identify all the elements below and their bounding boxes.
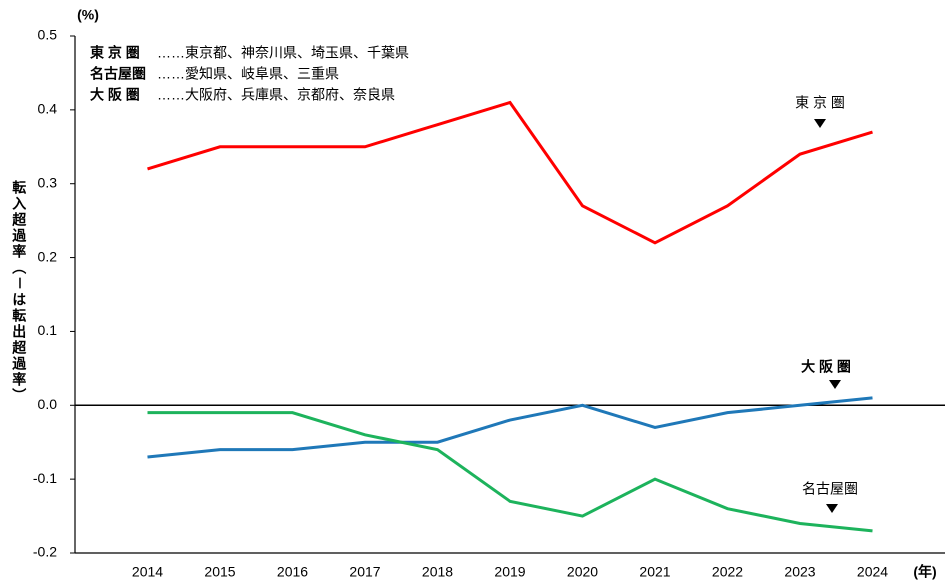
series-label: 東 京 圏 xyxy=(795,95,845,111)
y-tick-label: 0.5 xyxy=(38,27,58,43)
series-line xyxy=(147,100,873,245)
note-region: 名古屋圏 xyxy=(90,66,146,82)
note-members: ……東京都、神奈川県、埼玉県、千葉県 xyxy=(157,45,409,61)
x-tick-label: 2024 xyxy=(857,564,888,580)
y-axis-label: 転入超過率（－は転出超過率） xyxy=(11,179,27,404)
x-tick-label: 2023 xyxy=(784,564,815,580)
x-tick-label: 2017 xyxy=(349,564,380,580)
x-tick-label: 2015 xyxy=(204,564,235,580)
note-members: ……愛知県、岐阜県、三重県 xyxy=(157,66,339,82)
y-tick-label: 0.4 xyxy=(38,101,58,117)
y-tick-label: 0.1 xyxy=(38,322,58,338)
note-region: 大 阪 圏 xyxy=(90,87,140,103)
y-tick-label: 0.0 xyxy=(38,396,58,412)
note-region: 東 京 圏 xyxy=(90,45,140,61)
x-unit: (年) xyxy=(913,564,936,580)
x-tick-label: 2020 xyxy=(567,564,598,580)
series-label: 大 阪 圏 xyxy=(801,359,851,375)
y-tick-label: -0.2 xyxy=(33,544,57,560)
x-tick-label: 2018 xyxy=(422,564,453,580)
series-label: 名古屋圏 xyxy=(802,481,858,497)
label-pointer xyxy=(814,119,826,128)
label-pointer xyxy=(826,504,838,513)
x-tick-label: 2021 xyxy=(639,564,670,580)
y-tick-label: -0.1 xyxy=(33,470,57,486)
x-tick-label: 2014 xyxy=(132,564,163,580)
note-members: ……大阪府、兵庫県、京都府、奈良県 xyxy=(157,87,395,103)
x-tick-label: 2016 xyxy=(277,564,308,580)
y-unit: (%) xyxy=(77,7,99,23)
series-line xyxy=(147,411,873,533)
label-pointer xyxy=(829,380,841,389)
x-tick-label: 2022 xyxy=(712,564,743,580)
series-line xyxy=(147,396,873,459)
x-tick-label: 2019 xyxy=(494,564,525,580)
y-tick-label: 0.3 xyxy=(38,174,58,190)
y-tick-label: 0.2 xyxy=(38,248,58,264)
